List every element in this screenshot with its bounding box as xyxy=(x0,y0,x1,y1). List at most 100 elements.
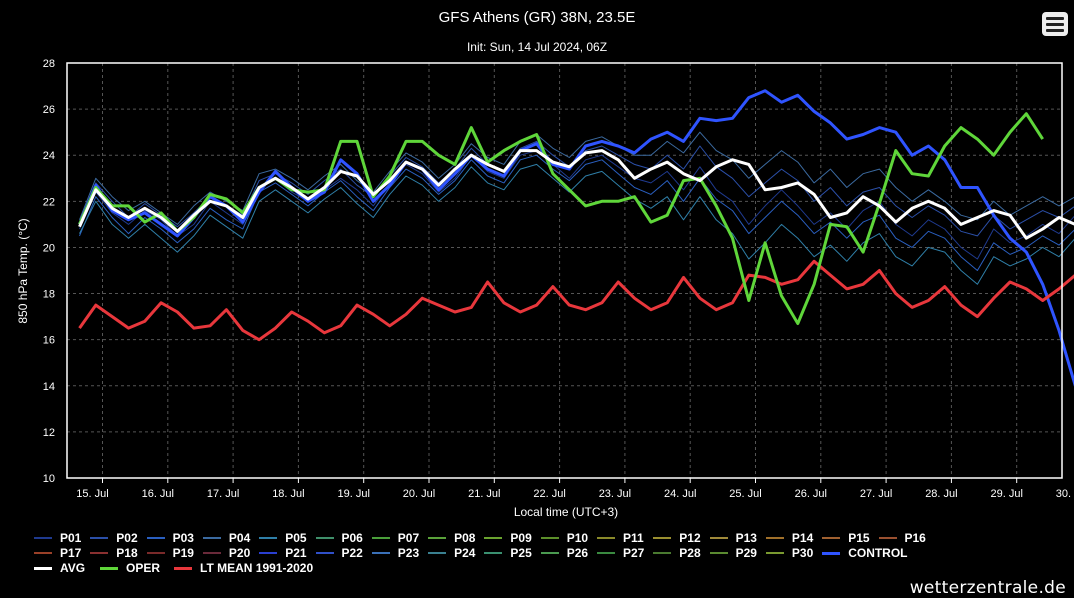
legend-label: P08 xyxy=(454,531,476,545)
x-tick-label: 21. Jul xyxy=(468,488,500,500)
legend-swatch xyxy=(540,552,559,554)
legend-swatch xyxy=(653,537,672,539)
legend-item-p13[interactable]: P13 xyxy=(709,531,757,545)
legend-item-p25[interactable]: P25 xyxy=(484,546,532,560)
legend-swatch xyxy=(202,537,221,539)
legend-item-p12[interactable]: P12 xyxy=(653,531,701,545)
legend-swatch xyxy=(428,552,447,554)
series-line-p03 xyxy=(79,154,1074,271)
legend-item-p14[interactable]: P14 xyxy=(765,531,814,545)
legend-item-p16[interactable]: P16 xyxy=(878,531,926,545)
legend-item-p30[interactable]: P30 xyxy=(765,546,813,560)
legend-label: P15 xyxy=(848,531,870,545)
legend-swatch xyxy=(597,552,615,554)
legend-item-p27[interactable]: P27 xyxy=(597,546,644,560)
x-axis-label: Local time (UTC+3) xyxy=(514,505,618,519)
legend-swatch xyxy=(484,537,503,539)
legend-label: P07 xyxy=(397,531,420,545)
legend-label: P21 xyxy=(285,546,307,560)
brand-watermark: wetterzentrale.de xyxy=(909,578,1066,598)
x-tick-label: 25. Jul xyxy=(729,488,761,500)
x-tick-label: 18. Jul xyxy=(272,488,304,500)
series-line-oper xyxy=(78,112,1044,325)
legend-item-p02[interactable]: P02 xyxy=(90,531,138,545)
legend-swatch xyxy=(34,566,52,570)
legend-item-p23[interactable]: P23 xyxy=(371,546,419,560)
legend-label: P03 xyxy=(172,531,194,545)
y-tick-label: 18 xyxy=(43,289,55,301)
legend-item-p04[interactable]: P04 xyxy=(202,531,251,545)
legend-item-p18[interactable]: P18 xyxy=(90,546,138,560)
legend-label: P12 xyxy=(679,531,701,545)
legend-item-p10[interactable]: P10 xyxy=(540,531,588,545)
legend-swatch xyxy=(174,566,192,570)
legend-item-p26[interactable]: P26 xyxy=(540,546,588,560)
x-tick-label: 24. Jul xyxy=(664,488,696,500)
legend-label: P14 xyxy=(791,531,814,545)
legend-item-lt-mean-1991-2020[interactable]: LT MEAN 1991-2020 xyxy=(174,561,313,575)
series-line-lt-mean-1991-2020 xyxy=(78,259,1074,342)
legend-label: P22 xyxy=(341,546,363,560)
legend-swatch xyxy=(90,552,109,554)
legend-item-p24[interactable]: P24 xyxy=(428,546,475,560)
legend-label: P20 xyxy=(228,546,251,560)
legend-label: P02 xyxy=(116,531,138,545)
legend-item-p29[interactable]: P29 xyxy=(709,546,757,560)
hamburger-menu-icon[interactable] xyxy=(1042,12,1068,36)
legend-swatch xyxy=(371,552,390,554)
legend-item-avg[interactable]: AVG xyxy=(34,561,85,575)
legend-item-p22[interactable]: P22 xyxy=(315,546,363,560)
legend-label: P04 xyxy=(228,531,251,545)
legend-item-p19[interactable]: P19 xyxy=(146,546,194,560)
legend-item-p20[interactable]: P20 xyxy=(202,546,251,560)
legend-item-p15[interactable]: P15 xyxy=(822,531,870,545)
legend-item-p05[interactable]: P05 xyxy=(259,531,307,545)
legend-swatch xyxy=(371,537,390,539)
legend-item-p03[interactable]: P03 xyxy=(146,531,194,545)
legend-swatch xyxy=(653,552,672,554)
legend-item-p11[interactable]: P11 xyxy=(597,531,644,545)
legend-item-p21[interactable]: P21 xyxy=(259,546,307,560)
series-line-p02 xyxy=(79,140,1074,237)
legend-item-p06[interactable]: P06 xyxy=(315,531,363,545)
chart-subtitle: Init: Sun, 14 Jul 2024, 06Z xyxy=(467,40,607,54)
series-line-p04 xyxy=(79,131,1074,225)
y-tick-label: 26 xyxy=(43,104,55,116)
series-line-p05 xyxy=(79,163,1074,285)
y-tick-label: 12 xyxy=(43,427,55,439)
x-tick-label: 17. Jul xyxy=(207,488,239,500)
legend-swatch xyxy=(34,552,52,554)
legend-swatch xyxy=(34,537,52,539)
legend-swatch xyxy=(822,537,841,539)
x-tick-label: 19. Jul xyxy=(337,488,369,500)
series-line-p01 xyxy=(79,150,1074,260)
legend-label: CONTROL xyxy=(848,546,908,560)
legend-swatch xyxy=(765,537,784,539)
legend-item-p01[interactable]: P01 xyxy=(34,531,81,545)
legend-item-oper[interactable]: OPER xyxy=(100,561,160,575)
x-tick-label: 23. Jul xyxy=(599,488,631,500)
y-tick-label: 22 xyxy=(43,196,55,208)
axes: 10 12 14 16 18 20 22 24 26 28 15. Jul 16. Jul 17. Ju… xyxy=(43,58,1074,500)
legend-label: LT MEAN 1991-2020 xyxy=(200,561,314,575)
y-tick-label: 14 xyxy=(43,381,55,393)
legend-item-p28[interactable]: P28 xyxy=(653,546,701,560)
legend-label: P06 xyxy=(341,531,363,545)
x-tick-label: 26. Jul xyxy=(795,488,827,500)
y-tick-label: 10 xyxy=(43,473,55,485)
legend-swatch xyxy=(822,551,841,555)
legend-item-control[interactable]: CONTROL xyxy=(822,546,908,560)
legend-swatch xyxy=(709,552,728,554)
x-tick-label: 15. Jul xyxy=(76,488,108,500)
x-tick-label: 28. Jul xyxy=(925,488,957,500)
legend-label: P09 xyxy=(510,531,532,545)
y-tick-label: 16 xyxy=(43,335,55,347)
legend-item-p17[interactable]: P17 xyxy=(34,546,81,560)
legend-item-p09[interactable]: P09 xyxy=(484,531,532,545)
legend-item-p08[interactable]: P08 xyxy=(428,531,475,545)
legend-label: P13 xyxy=(735,531,757,545)
y-tick-label: 28 xyxy=(43,58,55,70)
legend-item-p07[interactable]: P07 xyxy=(371,531,420,545)
legend-label: P19 xyxy=(172,546,194,560)
